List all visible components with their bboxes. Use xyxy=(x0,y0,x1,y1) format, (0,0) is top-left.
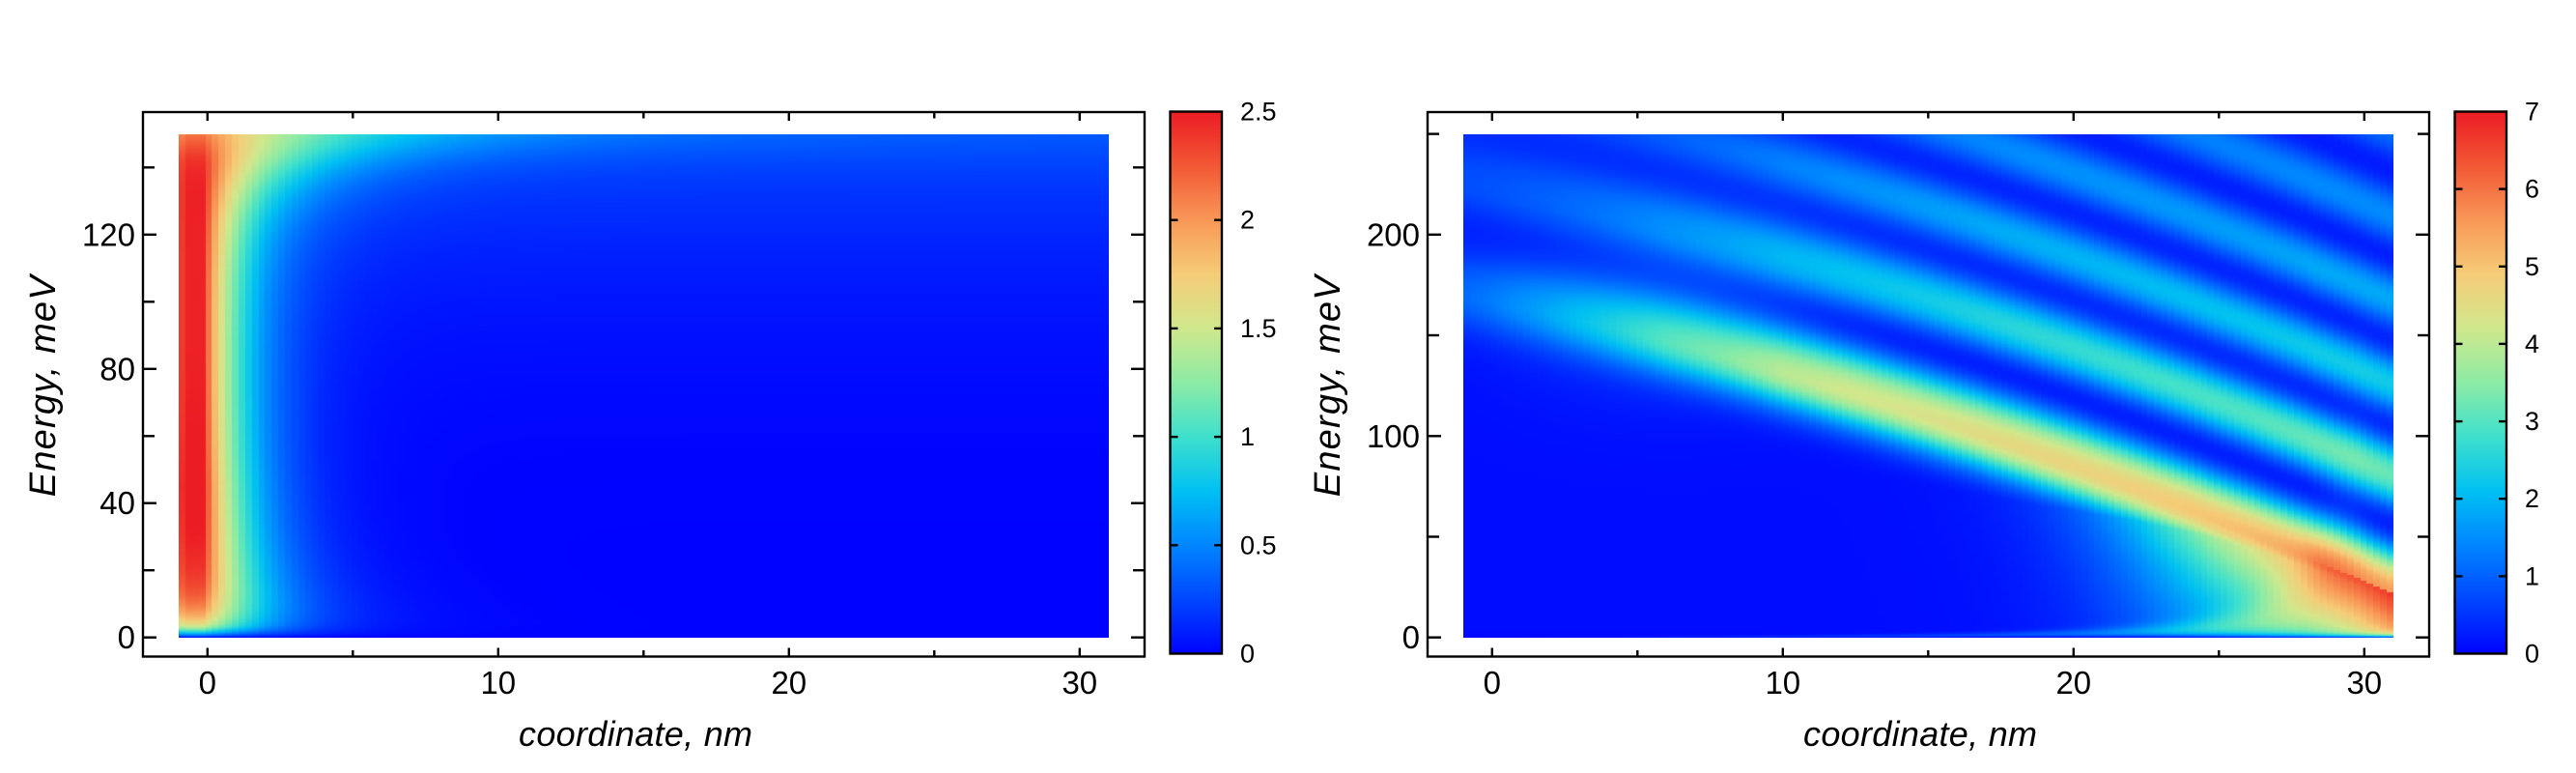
svg-text:Energy, meV: Energy, meV xyxy=(23,272,64,497)
svg-text:coordinate, nm: coordinate, nm xyxy=(519,714,752,754)
svg-text:200: 200 xyxy=(1367,216,1420,252)
svg-text:0: 0 xyxy=(1402,619,1420,655)
svg-text:0: 0 xyxy=(2525,640,2539,669)
svg-text:0: 0 xyxy=(118,619,135,655)
svg-text:80: 80 xyxy=(99,351,135,386)
svg-text:100: 100 xyxy=(1367,418,1420,454)
svg-text:4: 4 xyxy=(2525,329,2539,358)
svg-text:120: 120 xyxy=(82,216,135,252)
svg-text:6: 6 xyxy=(2525,175,2539,204)
svg-text:40: 40 xyxy=(99,485,135,521)
svg-text:coordinate, nm: coordinate, nm xyxy=(1803,714,2037,754)
svg-text:3: 3 xyxy=(2525,407,2539,436)
svg-text:0: 0 xyxy=(1484,665,1501,701)
svg-text:0.5: 0.5 xyxy=(1240,530,1277,559)
svg-text:2: 2 xyxy=(1240,206,1255,235)
svg-text:20: 20 xyxy=(2055,665,2091,701)
svg-text:7: 7 xyxy=(2525,98,2539,127)
svg-text:1.5: 1.5 xyxy=(1240,314,1277,343)
svg-text:1: 1 xyxy=(1240,422,1255,451)
svg-text:30: 30 xyxy=(1062,665,1097,701)
svg-text:30: 30 xyxy=(2346,665,2382,701)
svg-text:0: 0 xyxy=(1240,640,1255,669)
svg-text:20: 20 xyxy=(771,665,807,701)
svg-text:10: 10 xyxy=(480,665,516,701)
svg-text:10: 10 xyxy=(1765,665,1800,701)
svg-text:2.5: 2.5 xyxy=(1240,98,1277,127)
svg-text:0: 0 xyxy=(199,665,216,701)
svg-text:Energy, meV: Energy, meV xyxy=(1308,272,1348,497)
svg-text:1: 1 xyxy=(2525,561,2539,590)
svg-text:2: 2 xyxy=(2525,484,2539,513)
svg-text:5: 5 xyxy=(2525,252,2539,281)
